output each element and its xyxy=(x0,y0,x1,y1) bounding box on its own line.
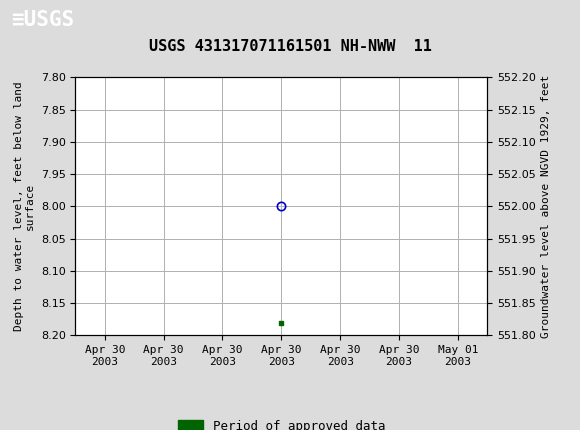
Text: USGS 431317071161501 NH-NWW  11: USGS 431317071161501 NH-NWW 11 xyxy=(148,39,432,54)
Text: ≡USGS: ≡USGS xyxy=(12,10,75,31)
Y-axis label: Depth to water level, feet below land
surface: Depth to water level, feet below land su… xyxy=(14,82,35,331)
Legend: Period of approved data: Period of approved data xyxy=(172,415,390,430)
Y-axis label: Groundwater level above NGVD 1929, feet: Groundwater level above NGVD 1929, feet xyxy=(541,75,552,338)
